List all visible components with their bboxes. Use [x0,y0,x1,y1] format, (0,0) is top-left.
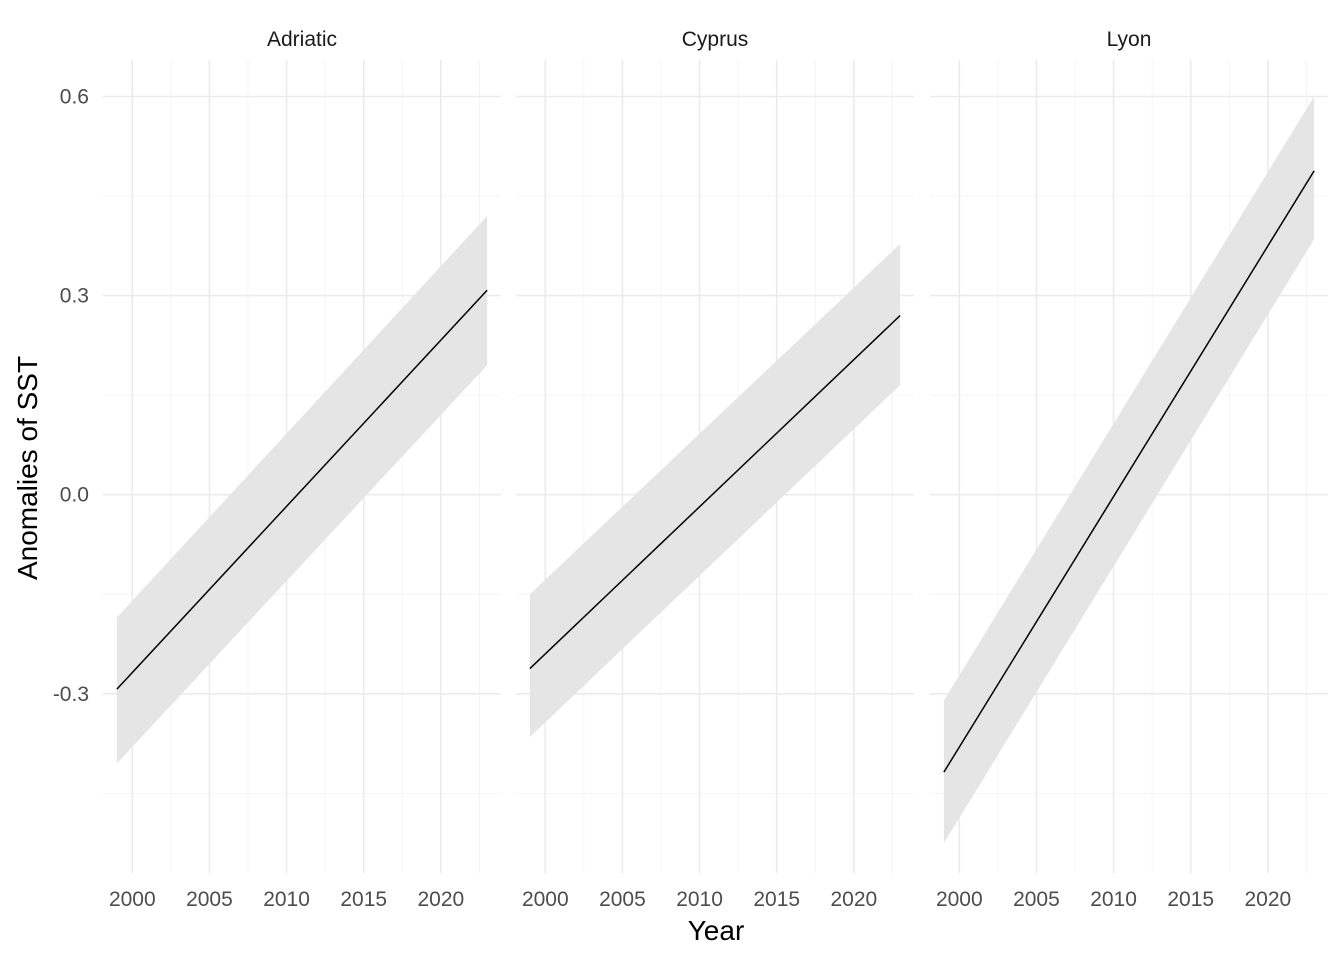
confidence-band [943,96,1315,844]
facet-label: Adriatic [267,28,337,51]
y-axis-ticks: 0.6 0.3 0.0 -0.3 [53,86,89,706]
x-tick-label: 2005 [599,888,646,911]
y-tick-label: 0.0 [60,484,89,507]
x-tick-label: 2000 [109,888,156,911]
x-tick-label: 2020 [830,888,877,911]
trend-line [943,170,1315,773]
x-tick-label: 2000 [522,888,569,911]
x-tick-label: 2000 [936,888,983,911]
trend-line [116,289,488,690]
panel-cyprus: Cyprus 2000 2005 2010 2015 2020 [516,28,914,911]
x-tick-label: 2015 [340,888,387,911]
trend-line [529,314,901,670]
y-tick-label: -0.3 [53,683,89,706]
x-tick-label: 2010 [1090,888,1137,911]
facet-label: Cyprus [682,28,749,51]
x-tick-label: 2015 [1167,888,1214,911]
y-tick-label: 0.6 [60,86,89,109]
x-tick-label: 2020 [417,888,464,911]
facet-label: Lyon [1107,28,1152,51]
x-tick-label: 2005 [1013,888,1060,911]
x-tick-label: 2020 [1244,888,1291,911]
x-tick-label: 2010 [676,888,723,911]
x-tick-label: 2005 [186,888,233,911]
panels-layer: Adriatic 2000 2005 2010 2015 2020 Cyprus 2000 20… [103,28,1328,911]
x-tick-label: 2010 [263,888,310,911]
confidence-band [529,243,901,737]
y-tick-label: 0.3 [60,285,89,308]
panel-adriatic: Adriatic 2000 2005 2010 2015 2020 [103,28,501,911]
panel-lyon: Lyon 2000 2005 2010 2015 2020 [930,28,1328,911]
x-tick-label: 2015 [753,888,800,911]
y-axis-title: Anomalies of SST [12,356,43,580]
x-axis-title: Year [688,915,745,946]
